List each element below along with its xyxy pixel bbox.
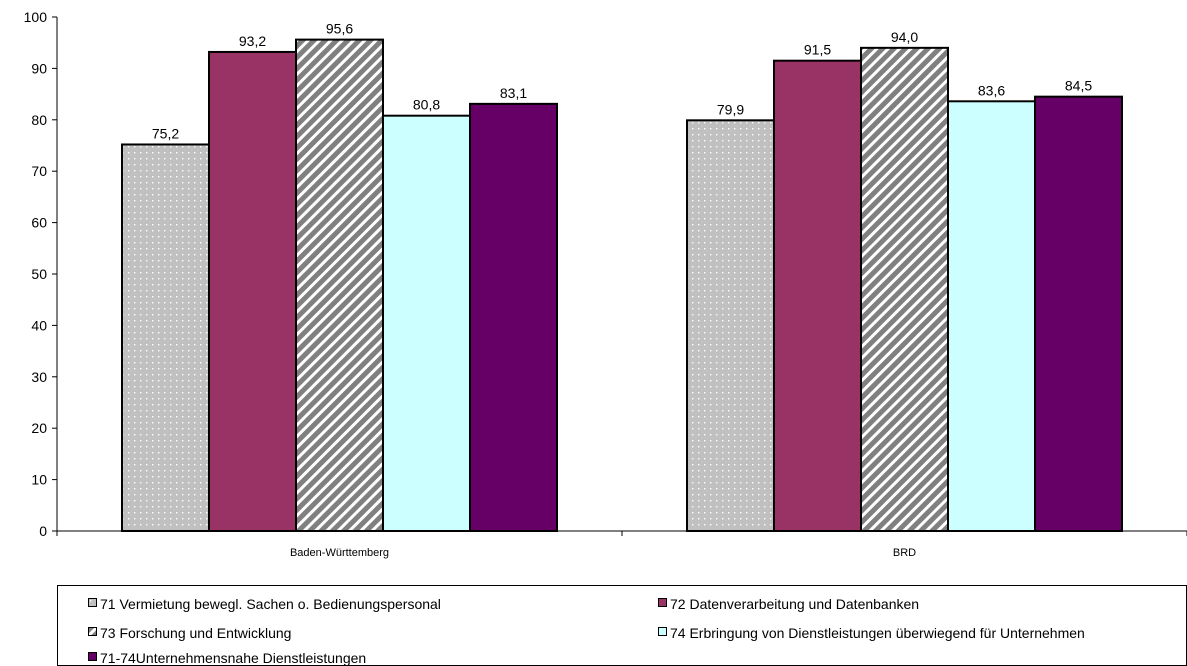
y-tick-label: 10 <box>31 472 47 488</box>
legend-item: 71 Vermietung bewegl. Sachen o. Bedienun… <box>88 596 441 612</box>
data-label: 91,5 <box>804 42 831 58</box>
bar <box>947 100 1036 533</box>
legend-label: 72 Datenverarbeitung und Datenbanken <box>670 596 920 612</box>
bar <box>382 114 471 533</box>
x-tick-label: BRD <box>893 547 916 559</box>
y-tick-label: 40 <box>31 317 47 333</box>
y-tick-label: 100 <box>24 9 48 25</box>
legend-label: 74 Erbringung von Dienstleistungen überw… <box>670 625 1085 641</box>
x-tick-label: Baden-Württemberg <box>290 547 389 559</box>
bar <box>469 102 558 532</box>
bar <box>121 143 210 533</box>
legend-swatch <box>88 652 97 661</box>
bar <box>208 50 297 533</box>
y-tick-label: 60 <box>31 215 47 231</box>
bar <box>686 119 775 533</box>
y-tick-label: 70 <box>31 163 47 179</box>
data-label: 94,0 <box>891 29 918 45</box>
y-tick-label: 30 <box>31 369 47 385</box>
legend: 71 Vermietung bewegl. Sachen o. Bedienun… <box>57 585 1187 666</box>
bar <box>295 38 384 533</box>
bar <box>773 59 862 532</box>
legend-label: 71-74Unternehmensnahe Dienstleistungen <box>100 650 367 666</box>
legend-item: 71-74Unternehmensnahe Dienstleistungen <box>88 650 366 666</box>
legend-swatch <box>658 598 667 607</box>
y-tick-label: 80 <box>31 112 47 128</box>
y-tick-label: 50 <box>31 266 47 282</box>
y-tick-label: 0 <box>39 523 47 539</box>
data-label: 93,2 <box>239 33 266 49</box>
legend-label: 73 Forschung und Entwicklung <box>100 625 292 641</box>
legend-item: 73 Forschung und Entwicklung <box>88 625 291 641</box>
data-label: 83,1 <box>500 85 527 101</box>
legend-item: 72 Datenverarbeitung und Datenbanken <box>658 596 919 612</box>
legend-item: 74 Erbringung von Dienstleistungen überw… <box>658 625 1085 641</box>
bar <box>860 46 949 533</box>
y-tick-label: 90 <box>31 60 47 76</box>
data-label: 83,6 <box>978 82 1005 98</box>
data-label: 75,2 <box>152 125 179 141</box>
legend-swatch <box>658 627 667 636</box>
bar-chart: 0 10 20 30 40 50 60 70 80 90 100 Baden-Württemberg… <box>24 9 1187 559</box>
y-tick-label: 20 <box>31 420 47 436</box>
legend-label: 71 Vermietung bewegl. Sachen o. Bedienun… <box>100 596 441 612</box>
data-label: 79,9 <box>717 101 744 117</box>
data-label: 95,6 <box>326 21 353 37</box>
bar <box>1034 95 1123 532</box>
legend-swatch <box>88 598 97 607</box>
data-label: 84,5 <box>1065 78 1092 94</box>
data-label: 80,8 <box>413 97 440 113</box>
legend-swatch <box>88 627 97 636</box>
